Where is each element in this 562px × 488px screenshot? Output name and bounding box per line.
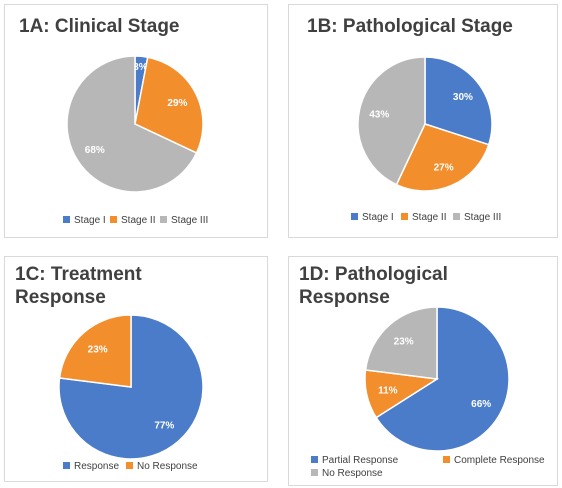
pie-data-label: 11% [378, 385, 398, 396]
legend-label: Stage II [412, 212, 447, 223]
chart-panel-1a: 1A: Clinical Stage 3% 29% 68% Stage I Stag… [4, 4, 268, 238]
legend-label: Response [74, 461, 120, 472]
legend-item: Response [63, 461, 119, 472]
pie-chart: 77% 23% [58, 314, 204, 460]
chart-panel-1d: 1D: Pathological Response 66% 11% 23% Part… [288, 256, 558, 486]
pie-chart: 30% 27% 43% [357, 56, 493, 192]
legend-swatch [401, 213, 408, 220]
pie-chart: 3% 29% 68% [66, 55, 204, 193]
legend-swatch [126, 462, 133, 469]
pie-slice-no-response [364, 306, 438, 380]
pie-data-label: 68% [85, 145, 105, 156]
legend-item: Partial Response [311, 455, 398, 466]
pie-data-label: 43% [369, 109, 389, 120]
legend-swatch [63, 216, 70, 223]
chart-title: 1B: Pathological Stage [307, 16, 513, 37]
pie-chart: 66% 11% 23% [364, 306, 510, 452]
legend-item: Stage II [110, 215, 155, 226]
legend-label: No Response [322, 468, 383, 479]
legend-item: Stage III [453, 212, 501, 223]
legend-swatch [63, 462, 70, 469]
pie-slice-partial-response [375, 306, 510, 452]
chart-title: 1D: Pathological Response [299, 264, 448, 308]
legend-label: Stage III [464, 212, 502, 223]
pie-data-label: 27% [434, 163, 454, 174]
legend-swatch [443, 456, 450, 463]
pie-slice-no-response [58, 314, 132, 388]
chart-panel-1c: 1C: Treatment Response 77% 23% Response N… [4, 256, 268, 482]
legend-item: Complete Response [443, 455, 545, 466]
legend-item: Stage III [160, 215, 208, 226]
pie-data-label: 23% [88, 345, 108, 356]
pie-data-label: 23% [394, 337, 414, 348]
pie-data-label: 66% [471, 399, 491, 410]
legend-item: No Response [311, 468, 383, 479]
legend-label: No Response [137, 461, 198, 472]
legend-item: No Response [126, 461, 198, 472]
legend-swatch [311, 456, 318, 463]
pie-data-label: 30% [453, 92, 473, 103]
legend-item: Stage I [63, 215, 106, 226]
pie-data-label: 3% [133, 62, 148, 73]
pie-slice-stage-ii [134, 56, 204, 154]
pie-data-label: 29% [167, 98, 187, 109]
legend-swatch [311, 469, 318, 476]
legend-swatch [351, 213, 358, 220]
legend-swatch [160, 216, 167, 223]
pie-slice-stage-ii [395, 123, 490, 192]
legend-item: Stage I [351, 212, 394, 223]
legend-item: Stage II [401, 212, 446, 223]
chart-panel-1b: 1B: Pathological Stage 30% 27% 43% Stage I… [288, 4, 558, 238]
legend-swatch [453, 213, 460, 220]
pie-slice-stage-iii [66, 55, 198, 193]
pie-slice-stage-i [424, 56, 493, 146]
legend-label: Stage I [74, 215, 106, 226]
legend-label: Stage I [362, 212, 394, 223]
chart-title: 1C: Treatment Response [15, 264, 142, 308]
legend-label: Stage II [121, 215, 156, 226]
legend-label: Complete Response [454, 455, 545, 466]
chart-title: 1A: Clinical Stage [19, 16, 180, 37]
pie-data-label: 77% [154, 420, 174, 431]
chart-legend: Partial Response Complete Response No Re… [311, 455, 551, 481]
legend-label: Partial Response [322, 455, 399, 466]
legend-label: Stage III [171, 215, 209, 226]
pie-slice-stage-iii [357, 56, 426, 186]
legend-swatch [110, 216, 117, 223]
